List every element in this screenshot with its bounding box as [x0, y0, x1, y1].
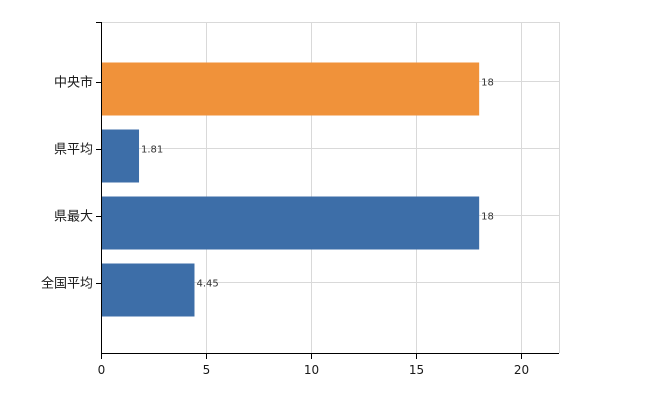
x-tick-label: 10: [304, 363, 319, 377]
x-tick-label: 20: [514, 363, 529, 377]
axes: [96, 22, 559, 359]
bar: [101, 129, 140, 183]
bars: [101, 62, 480, 317]
y-category-label: 県平均: [54, 143, 93, 158]
y-category-label: 中央市: [54, 75, 93, 91]
bar: [101, 196, 480, 250]
data-label: 4.45: [196, 279, 218, 290]
bar: [101, 62, 480, 116]
x-tick-label: 0: [98, 363, 106, 377]
data-label: 18: [481, 212, 494, 223]
data-label: 1.81: [141, 145, 163, 156]
data-label: 18: [481, 78, 494, 89]
x-tick-label: 15: [409, 363, 424, 377]
y-category-label: 全国平均: [41, 276, 93, 292]
bar: [101, 263, 195, 317]
y-category-label: 県最大: [54, 210, 93, 225]
x-tick-label: 5: [203, 363, 211, 377]
